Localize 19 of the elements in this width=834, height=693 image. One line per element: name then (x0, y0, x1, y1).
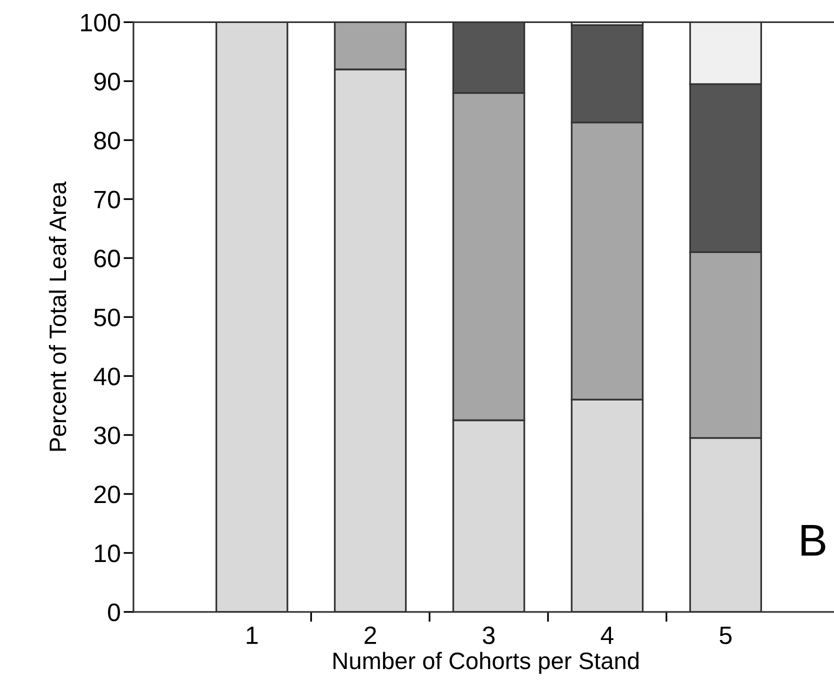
y-tick-label: 40 (94, 368, 120, 386)
y-tick-label: 20 (94, 486, 120, 504)
x-tick-label: 2 (364, 626, 376, 644)
y-tick-label: 30 (94, 426, 120, 444)
y-tick-label: 80 (94, 132, 120, 150)
y-tick-label: 90 (94, 72, 120, 90)
x-axis-title: Number of Cohorts per Stand (334, 652, 638, 674)
y-tick-label: 10 (95, 544, 120, 562)
y-axis-title: Percent of Total Leaf Area (48, 181, 66, 451)
x-tick-label: 1 (246, 626, 258, 644)
x-tick-label: 3 (482, 626, 495, 644)
y-tick-label: 70 (94, 190, 120, 208)
y-tick-label: 100 (81, 14, 120, 32)
y-tick-label: 0 (108, 604, 120, 622)
annotation: B (802, 525, 826, 556)
x-tick-label: 4 (600, 626, 614, 644)
x-tick-label: 5 (720, 626, 732, 644)
y-tick-label: 50 (94, 308, 120, 326)
y-tick-label: 60 (94, 250, 120, 268)
